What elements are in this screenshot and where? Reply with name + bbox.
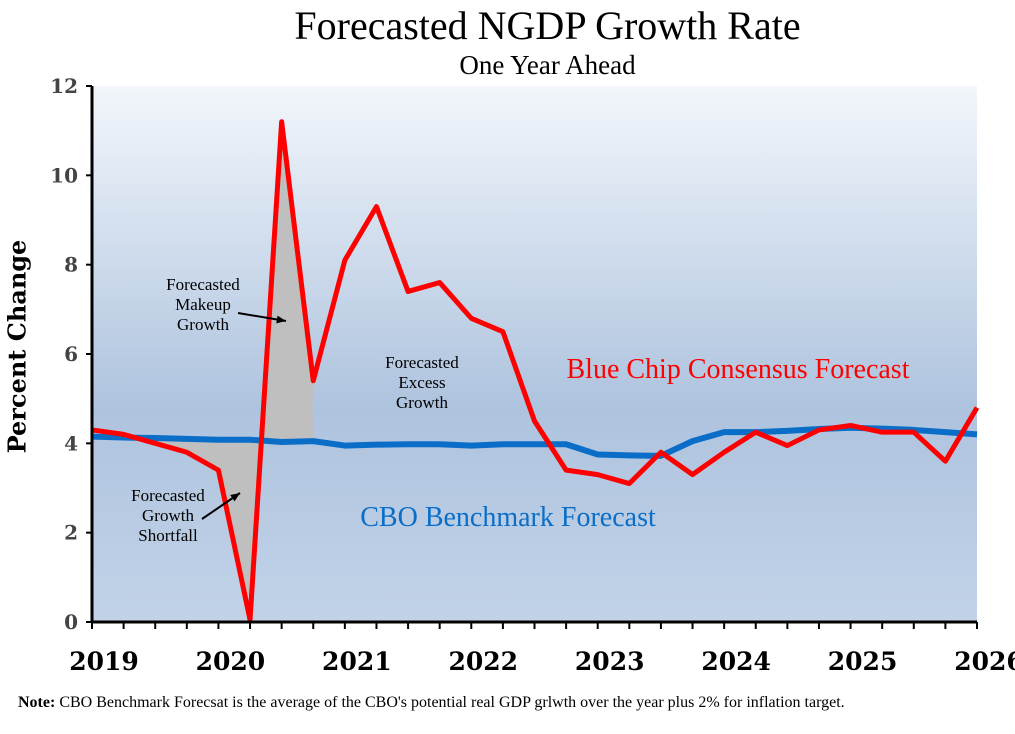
annotation-text: Growth (396, 393, 448, 412)
y-tick-label: 4 (64, 431, 78, 455)
annotation-text: Excess (398, 373, 445, 392)
annotation-text: Growth (177, 315, 229, 334)
arrow-head (276, 315, 286, 324)
x-tick-label: 2020 (196, 647, 266, 676)
annotation-text: Forecasted (385, 353, 459, 372)
series-label-cbo: CBO Benchmark Forecast (360, 502, 656, 533)
annotation-text: Growth (142, 506, 194, 525)
x-tick-label: 2026 (954, 647, 1015, 676)
annotation-text: Shortfall (138, 526, 198, 545)
annotation-text: Makeup (175, 295, 231, 314)
note-label: Note: (18, 694, 56, 711)
annotation-text: Forecasted (131, 486, 205, 505)
arrow-head (230, 493, 240, 502)
y-tick-label: 12 (50, 74, 78, 98)
chart-title: Forecasted NGDP Growth Rate (294, 3, 801, 48)
chart-subtitle: One Year Ahead (459, 50, 636, 80)
annotation-text: Forecasted (166, 275, 240, 294)
y-tick-label: 10 (50, 163, 78, 187)
y-tick-label: 2 (64, 521, 78, 545)
x-tick-label: 2021 (322, 647, 392, 676)
footnote: Note: CBO Benchmark Forecsat is the aver… (18, 694, 998, 712)
x-tick-label: 2024 (701, 647, 771, 676)
y-tick-label: 8 (64, 253, 78, 277)
shaded-gap-area (123, 121, 314, 620)
x-tick-label: 2022 (448, 647, 518, 676)
note-text: CBO Benchmark Forecsat is the average of… (55, 694, 845, 711)
y-tick-label: 6 (64, 342, 78, 366)
x-tick-label: 2025 (828, 647, 898, 676)
series-label-blue-chip: Blue Chip Consensus Forecast (567, 354, 910, 385)
x-tick-label: 2023 (575, 647, 645, 676)
y-tick-label: 0 (64, 610, 78, 634)
x-tick-label: 2019 (69, 647, 139, 676)
